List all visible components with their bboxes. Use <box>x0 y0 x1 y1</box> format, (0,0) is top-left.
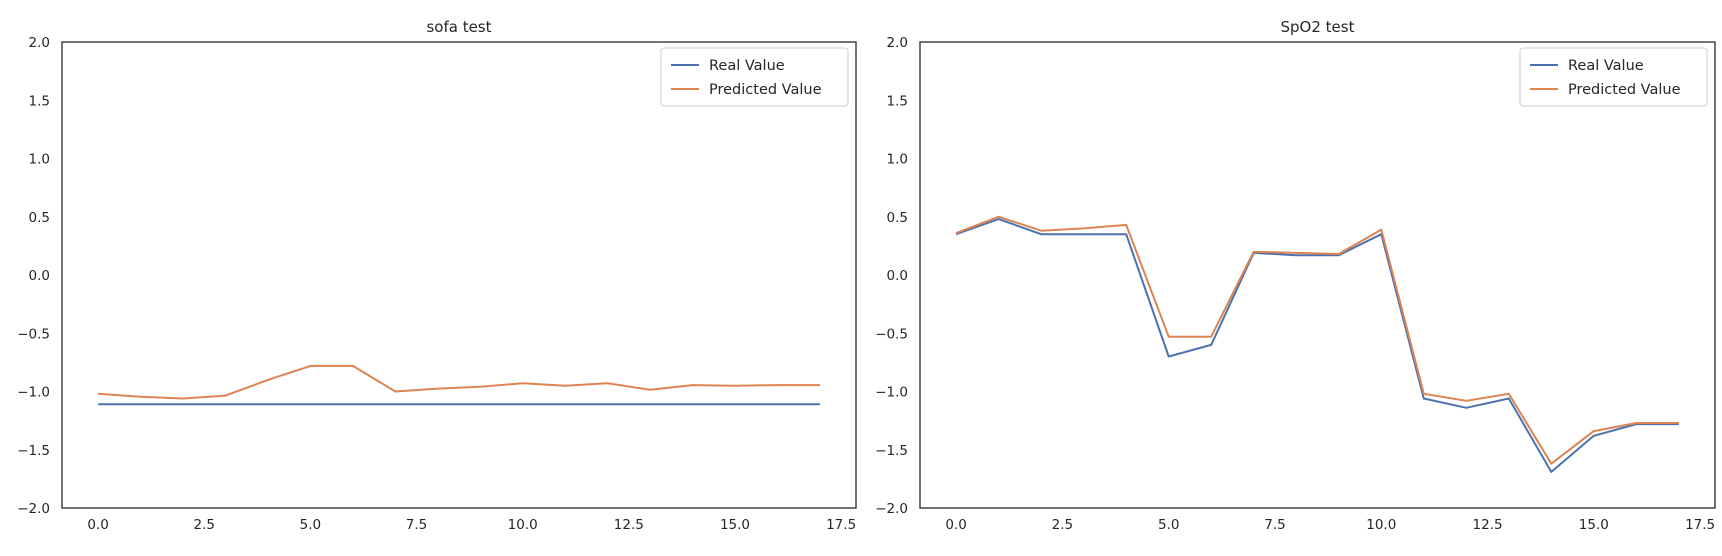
spo2-test-chart: SpO2 test 2.0 1.5 1.0 0.5 0.0 −0.5 −1.0 −1.5 −2.… <box>875 18 1716 533</box>
chart-title: SpO2 test <box>1281 18 1355 36</box>
x-tick-label: 0.0 <box>87 517 108 533</box>
sofa-test-chart: sofa test 2.0 1.5 1.0 0.5 0.0 −0.5 −1.0 −1.5 −2.… <box>17 18 857 533</box>
predicted-value-line <box>955 215 1679 465</box>
y-tick-label: 1.0 <box>887 152 908 168</box>
x-tick-label: 10.0 <box>1366 517 1396 533</box>
legend-label: Predicted Value <box>709 82 822 98</box>
y-tick-label: 2.0 <box>887 35 908 51</box>
legend: Real Value Predicted Value <box>1519 47 1708 107</box>
y-tick-label: 1.5 <box>887 93 908 109</box>
x-tick-label: 17.5 <box>826 517 856 533</box>
x-tick-label: 5.0 <box>1158 517 1179 533</box>
y-tick-label: −2.0 <box>17 501 50 517</box>
x-tick-label: 17.5 <box>1685 517 1715 533</box>
legend: Real Value Predicted Value <box>660 47 849 107</box>
x-tick-label: 12.5 <box>614 517 644 533</box>
y-tick-label: −0.5 <box>17 326 50 342</box>
x-tick-label: 2.5 <box>193 517 214 533</box>
legend-label: Predicted Value <box>1568 82 1681 98</box>
y-tick-label: 0.0 <box>887 268 908 284</box>
y-tick-label: 0.5 <box>29 210 50 226</box>
x-tick-label: 0.0 <box>945 517 966 533</box>
chart-title: sofa test <box>426 18 491 36</box>
legend-label: Real Value <box>1568 58 1644 74</box>
y-tick-label: 2.0 <box>29 35 50 51</box>
y-tick-label: −1.0 <box>875 385 908 401</box>
axes-frame <box>919 41 1716 509</box>
x-tick-label: 7.5 <box>406 517 427 533</box>
x-tick-label: 5.0 <box>300 517 321 533</box>
y-tick-label: −1.5 <box>17 443 50 459</box>
x-tick-label: 12.5 <box>1473 517 1503 533</box>
y-tick-label: −2.0 <box>875 501 908 517</box>
y-tick-label: 0.5 <box>887 210 908 226</box>
axes-frame <box>61 41 857 509</box>
y-tick-label: 1.5 <box>29 93 50 109</box>
legend-label: Real Value <box>709 58 785 74</box>
legend-box <box>1519 47 1708 107</box>
y-tick-label: −1.5 <box>875 443 908 459</box>
y-tick-label: −1.0 <box>17 385 50 401</box>
y-tick-label: 1.0 <box>29 152 50 168</box>
x-tick-label: 2.5 <box>1052 517 1073 533</box>
x-tick-label: 10.0 <box>508 517 538 533</box>
x-tick-label: 15.0 <box>1579 517 1609 533</box>
y-tick-label: 0.0 <box>29 268 50 284</box>
x-tick-label: 7.5 <box>1264 517 1285 533</box>
real-value-line <box>955 218 1679 473</box>
legend-box <box>660 47 849 107</box>
y-tick-label: −0.5 <box>875 326 908 342</box>
predicted-value-line <box>98 364 820 400</box>
x-tick-label: 15.0 <box>720 517 750 533</box>
